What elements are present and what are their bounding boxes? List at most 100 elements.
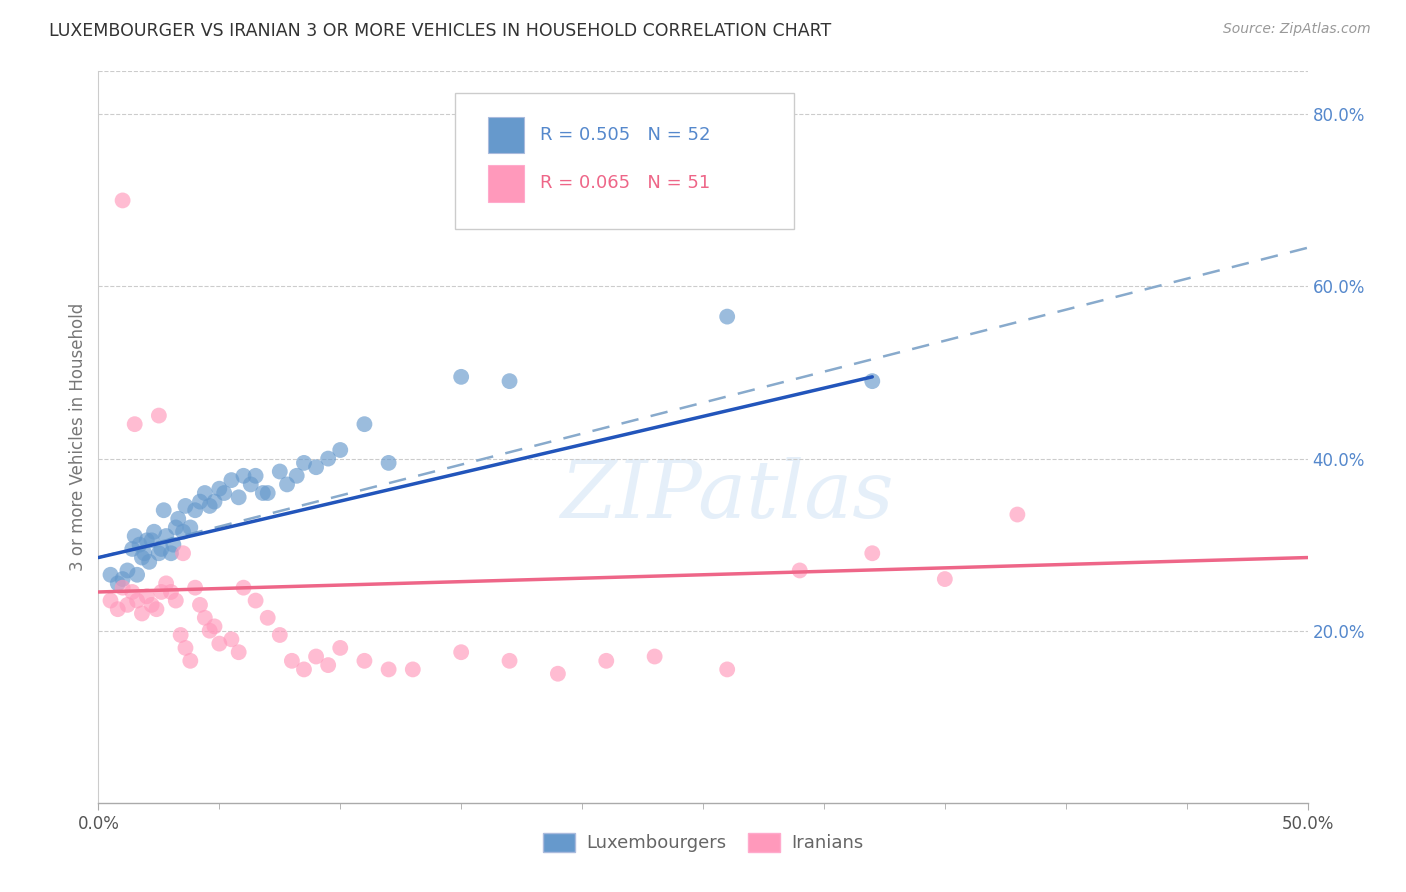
Point — [208, 637, 231, 651]
Point — [150, 541, 173, 556]
Point — [167, 512, 190, 526]
Point — [204, 619, 226, 633]
Point — [644, 649, 666, 664]
Legend: Luxembourgers, Iranians: Luxembourgers, Iranians — [536, 826, 870, 860]
Point — [450, 645, 472, 659]
Point — [305, 649, 328, 664]
Point — [174, 499, 197, 513]
Point — [860, 546, 883, 560]
Point — [377, 662, 399, 676]
Point — [228, 491, 250, 505]
Point — [111, 581, 134, 595]
Text: LUXEMBOURGER VS IRANIAN 3 OR MORE VEHICLES IN HOUSEHOLD CORRELATION CHART: LUXEMBOURGER VS IRANIAN 3 OR MORE VEHICL… — [49, 22, 831, 40]
Point — [134, 546, 156, 560]
Point — [160, 585, 183, 599]
FancyBboxPatch shape — [488, 117, 524, 153]
Point — [547, 666, 569, 681]
Point — [245, 593, 267, 607]
FancyBboxPatch shape — [456, 94, 793, 228]
Point — [329, 640, 352, 655]
Point — [165, 593, 187, 607]
Point — [152, 503, 174, 517]
Point — [316, 451, 339, 466]
Point — [221, 473, 243, 487]
Point — [716, 662, 738, 676]
Point — [498, 654, 520, 668]
Point — [276, 477, 298, 491]
Point — [111, 572, 134, 586]
Point — [204, 494, 226, 508]
Point — [256, 486, 278, 500]
Point — [141, 598, 163, 612]
Point — [162, 538, 184, 552]
Point — [232, 468, 254, 483]
Point — [138, 555, 160, 569]
Point — [305, 460, 328, 475]
Point — [194, 486, 217, 500]
Point — [281, 654, 304, 668]
Point — [111, 194, 134, 208]
Text: R = 0.505   N = 52: R = 0.505 N = 52 — [540, 126, 710, 144]
Y-axis label: 3 or more Vehicles in Household: 3 or more Vehicles in Household — [69, 303, 87, 571]
Point — [107, 576, 129, 591]
Point — [143, 524, 166, 539]
Point — [353, 417, 375, 432]
Point — [188, 494, 211, 508]
Text: R = 0.065   N = 51: R = 0.065 N = 51 — [540, 174, 710, 193]
Point — [245, 468, 267, 483]
Point — [124, 529, 146, 543]
Point — [135, 533, 157, 548]
Point — [269, 628, 291, 642]
Point — [127, 567, 149, 582]
Point — [377, 456, 399, 470]
Point — [716, 310, 738, 324]
Point — [353, 654, 375, 668]
Point — [198, 624, 221, 638]
Point — [292, 662, 315, 676]
Point — [285, 468, 308, 483]
Point — [789, 564, 811, 578]
Point — [148, 546, 170, 560]
Point — [184, 581, 207, 595]
Point — [232, 581, 254, 595]
Point — [172, 524, 194, 539]
Point — [131, 550, 153, 565]
Point — [239, 477, 262, 491]
Point — [208, 482, 231, 496]
Point — [329, 442, 352, 457]
Point — [148, 409, 170, 423]
Point — [450, 369, 472, 384]
Point — [252, 486, 274, 500]
Text: Source: ZipAtlas.com: Source: ZipAtlas.com — [1223, 22, 1371, 37]
Point — [135, 589, 157, 603]
Point — [316, 658, 339, 673]
Point — [107, 602, 129, 616]
Point — [184, 503, 207, 517]
Point — [172, 546, 194, 560]
Point — [221, 632, 243, 647]
Point — [292, 456, 315, 470]
Point — [198, 499, 221, 513]
Point — [131, 607, 153, 621]
Point — [256, 611, 278, 625]
Point — [169, 628, 191, 642]
Point — [179, 520, 201, 534]
Point — [150, 585, 173, 599]
Point — [179, 654, 201, 668]
Point — [498, 374, 520, 388]
Point — [269, 465, 291, 479]
Point — [145, 602, 167, 616]
Point — [124, 417, 146, 432]
Point — [121, 585, 143, 599]
Point — [160, 546, 183, 560]
Point — [212, 486, 235, 500]
Point — [860, 374, 883, 388]
Point — [402, 662, 425, 676]
Point — [100, 593, 122, 607]
Point — [100, 567, 122, 582]
Point — [1007, 508, 1029, 522]
Point — [595, 654, 617, 668]
Point — [188, 598, 211, 612]
Point — [155, 576, 177, 591]
Text: ZIPatlas: ZIPatlas — [561, 457, 894, 534]
